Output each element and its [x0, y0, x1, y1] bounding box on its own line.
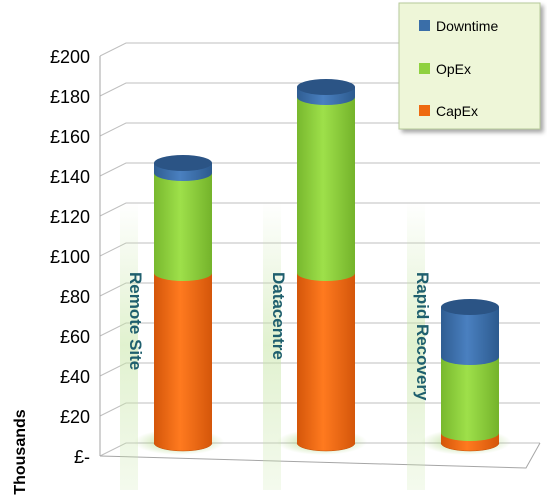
bar-segment-capex [296, 273, 356, 452]
category-label-datacentre: Datacentre [269, 272, 288, 360]
legend-swatch-downtime [419, 20, 430, 31]
bar-top-cap [297, 79, 355, 95]
y-axis-label: Thousands [12, 409, 29, 494]
axis-walls [99, 56, 541, 469]
gridline [99, 162, 540, 177]
bar-body [441, 307, 499, 365]
bar-body [297, 97, 355, 281]
bar-segment-downtime [441, 307, 499, 365]
legend-label-capex: CapEx [436, 103, 478, 119]
bar-top-cap [154, 155, 212, 171]
floor-edge [99, 442, 541, 469]
category-glow-panels [120, 200, 425, 490]
category-glow [407, 200, 425, 490]
bars [134, 79, 511, 455]
y-tick-label: £80 [60, 287, 90, 307]
bar-body [154, 273, 212, 451]
category-labels: Remote Site Datacentre Rapid Recovery [126, 272, 432, 401]
y-tick-label: £140 [50, 167, 90, 187]
bar-base [153, 442, 213, 452]
legend: Downtime OpEx CapEx [398, 2, 541, 130]
y-tick-label: £180 [50, 87, 90, 107]
bar-segment-opex [154, 173, 212, 281]
y-tick-label: £- [74, 447, 90, 467]
y-tick-label: £160 [50, 127, 90, 147]
bar-base [440, 442, 500, 452]
legend-swatch-capex [419, 105, 430, 116]
bar-body [441, 357, 499, 441]
bar-segment-opex [297, 97, 355, 281]
y-tick-label: £200 [50, 47, 90, 67]
y-tick-label: £100 [50, 247, 90, 267]
legend-label-downtime: Downtime [436, 18, 498, 34]
bar-top-cap [441, 299, 499, 315]
legend-swatch-opex [419, 63, 430, 74]
y-tick-label: £20 [60, 407, 90, 427]
category-glow [263, 200, 281, 490]
y-tick-label: £40 [60, 367, 90, 387]
bar-segment-opex [441, 357, 499, 441]
bar-base [296, 442, 356, 452]
bar-segment-capex [153, 273, 213, 452]
y-tick-label: £60 [60, 327, 90, 347]
y-tick-label: £120 [50, 207, 90, 227]
category-label-rapid-recovery: Rapid Recovery [413, 272, 432, 401]
category-label-remote-site: Remote Site [126, 272, 145, 370]
y-tick-labels: £- £20 £40 £60 £80 £100 £120 £140 £160 £180 £200 [50, 47, 90, 467]
bar-body [154, 173, 212, 281]
legend-label-opex: OpEx [436, 61, 471, 77]
bar-body [297, 273, 355, 451]
category-glow [120, 200, 138, 490]
